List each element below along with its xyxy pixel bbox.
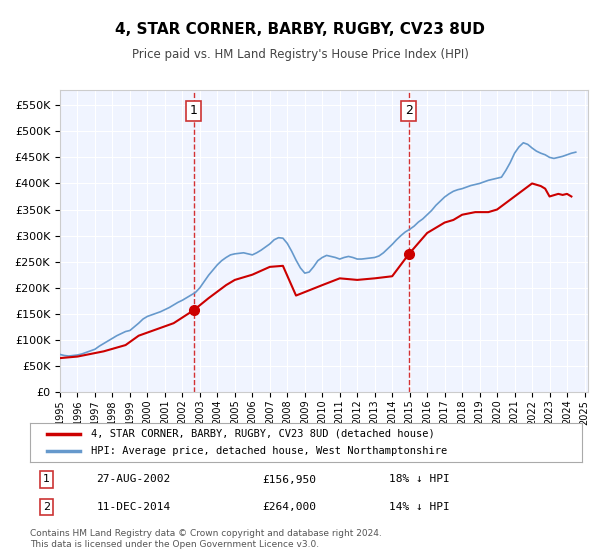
Text: £156,950: £156,950 bbox=[262, 474, 316, 484]
Text: HPI: Average price, detached house, West Northamptonshire: HPI: Average price, detached house, West… bbox=[91, 446, 447, 456]
Text: 1: 1 bbox=[43, 474, 50, 484]
Text: 18% ↓ HPI: 18% ↓ HPI bbox=[389, 474, 449, 484]
Text: 2: 2 bbox=[404, 104, 413, 117]
Text: 27-AUG-2002: 27-AUG-2002 bbox=[96, 474, 170, 484]
Text: 1: 1 bbox=[190, 104, 197, 117]
Text: 4, STAR CORNER, BARBY, RUGBY, CV23 8UD (detached house): 4, STAR CORNER, BARBY, RUGBY, CV23 8UD (… bbox=[91, 429, 434, 439]
Text: 4, STAR CORNER, BARBY, RUGBY, CV23 8UD: 4, STAR CORNER, BARBY, RUGBY, CV23 8UD bbox=[115, 22, 485, 38]
Text: Contains HM Land Registry data © Crown copyright and database right 2024.
This d: Contains HM Land Registry data © Crown c… bbox=[30, 529, 382, 549]
Text: 2: 2 bbox=[43, 502, 50, 512]
Text: 11-DEC-2014: 11-DEC-2014 bbox=[96, 502, 170, 512]
Text: Price paid vs. HM Land Registry's House Price Index (HPI): Price paid vs. HM Land Registry's House … bbox=[131, 48, 469, 60]
Text: 14% ↓ HPI: 14% ↓ HPI bbox=[389, 502, 449, 512]
Text: £264,000: £264,000 bbox=[262, 502, 316, 512]
